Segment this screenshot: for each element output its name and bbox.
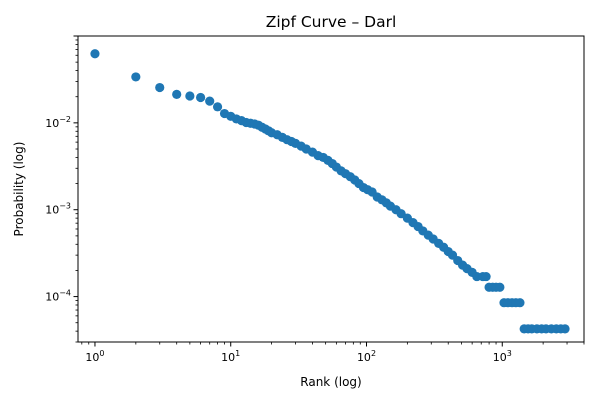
data-point [155, 82, 165, 93]
chart-title: Zipf Curve – Darl [266, 13, 397, 31]
x-tick-label: 100 [85, 349, 104, 364]
plot-frame [77, 35, 585, 343]
data-point [185, 91, 195, 101]
data-point [495, 282, 505, 292]
plot-area [78, 36, 584, 342]
data-point [515, 298, 525, 308]
y-axis-label: Probability (log) [12, 142, 26, 237]
y-tick-label: 10−4 [45, 289, 71, 304]
data-point [172, 89, 182, 99]
data-point [481, 271, 491, 282]
x-axis-label: Rank (log) [300, 375, 361, 389]
x-axis: 100 101 102 103 [81, 342, 585, 364]
data-point [205, 96, 215, 106]
y-tick-label: 10−3 [45, 202, 71, 217]
data-point [131, 72, 141, 82]
x-tick-label: 103 [493, 349, 512, 364]
data-point [212, 102, 223, 112]
data-point [196, 92, 206, 103]
y-axis: 10−4 10−3 10−2 [45, 35, 78, 343]
x-tick-label: 102 [357, 349, 376, 364]
x-tick-label: 101 [221, 349, 240, 364]
data-point [560, 324, 570, 334]
data-points [90, 49, 570, 334]
y-tick-label: 10−2 [45, 115, 71, 130]
data-point [90, 49, 100, 59]
